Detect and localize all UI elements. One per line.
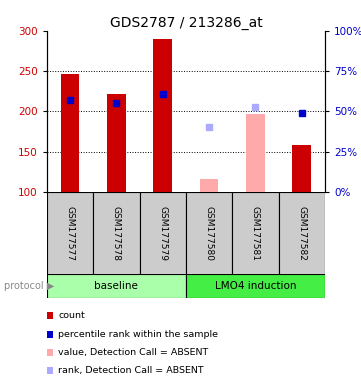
Text: protocol ▶: protocol ▶ bbox=[4, 281, 54, 291]
Bar bbox=[279, 192, 325, 275]
Text: GSM177579: GSM177579 bbox=[158, 206, 167, 261]
Bar bbox=[140, 192, 186, 275]
Bar bbox=[292, 145, 311, 192]
Bar bbox=[246, 114, 265, 192]
Bar bbox=[93, 192, 140, 275]
Text: GSM177580: GSM177580 bbox=[205, 206, 214, 261]
Bar bbox=[47, 192, 93, 275]
Bar bbox=[200, 179, 218, 192]
Text: GSM177578: GSM177578 bbox=[112, 206, 121, 261]
Bar bbox=[107, 94, 126, 192]
Text: percentile rank within the sample: percentile rank within the sample bbox=[58, 329, 218, 339]
Text: GSM177577: GSM177577 bbox=[66, 206, 75, 261]
Text: LMO4 induction: LMO4 induction bbox=[215, 281, 296, 291]
Bar bbox=[232, 192, 279, 275]
Bar bbox=[61, 74, 79, 192]
Bar bbox=[47, 274, 186, 298]
Text: count: count bbox=[58, 311, 85, 320]
Text: rank, Detection Call = ABSENT: rank, Detection Call = ABSENT bbox=[58, 366, 204, 376]
Bar bbox=[186, 274, 325, 298]
Text: GSM177581: GSM177581 bbox=[251, 206, 260, 261]
Bar bbox=[186, 192, 232, 275]
Text: value, Detection Call = ABSENT: value, Detection Call = ABSENT bbox=[58, 348, 209, 357]
Text: baseline: baseline bbox=[95, 281, 138, 291]
Title: GDS2787 / 213286_at: GDS2787 / 213286_at bbox=[109, 16, 262, 30]
Text: GSM177582: GSM177582 bbox=[297, 206, 306, 261]
Bar bbox=[153, 39, 172, 192]
